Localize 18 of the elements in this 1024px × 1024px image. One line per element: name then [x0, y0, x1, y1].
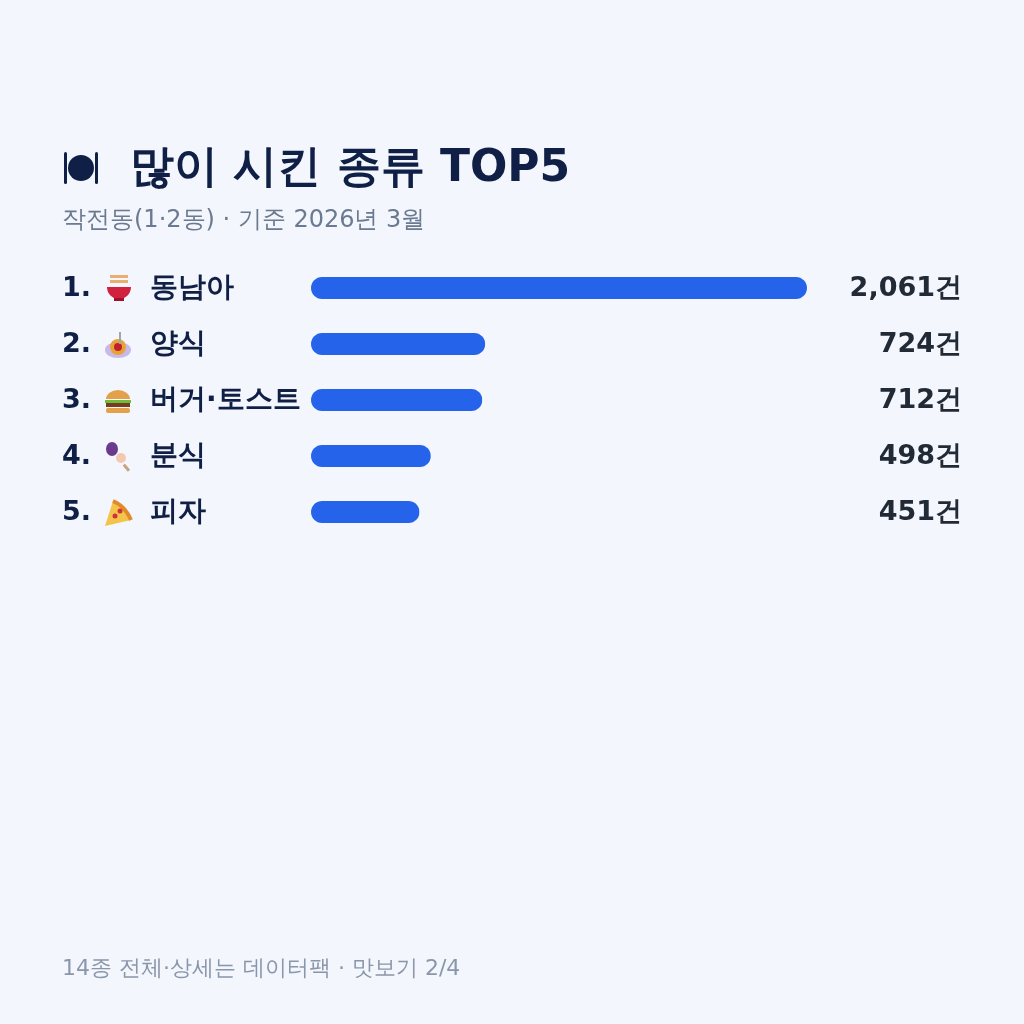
data-label: 498건	[878, 439, 962, 470]
bar	[311, 277, 807, 299]
data-label: 451건	[878, 495, 962, 526]
data-label: 2,061건	[849, 271, 962, 302]
bar	[311, 501, 420, 523]
chart-title: 많이 시킨 종류 TOP5	[130, 140, 571, 191]
bar	[311, 389, 483, 411]
chart-subtitle: 작전동(1·2동) · 기준 2026년 3월	[62, 205, 426, 233]
data-label: 724건	[878, 327, 962, 358]
data-label: 712건	[878, 383, 962, 414]
category-label: 1. 동남아	[62, 270, 234, 303]
category-label: 2. 양식	[62, 326, 206, 359]
category-label: 4. 분식	[62, 438, 206, 471]
category-label: 3. 버거·토스트	[62, 382, 301, 415]
bar	[311, 333, 486, 355]
category-label: 5. 피자	[62, 494, 206, 527]
bar	[311, 445, 431, 467]
text: 14종 전체·상세는 데이터팩 · 맛보기 2/4	[62, 955, 461, 980]
